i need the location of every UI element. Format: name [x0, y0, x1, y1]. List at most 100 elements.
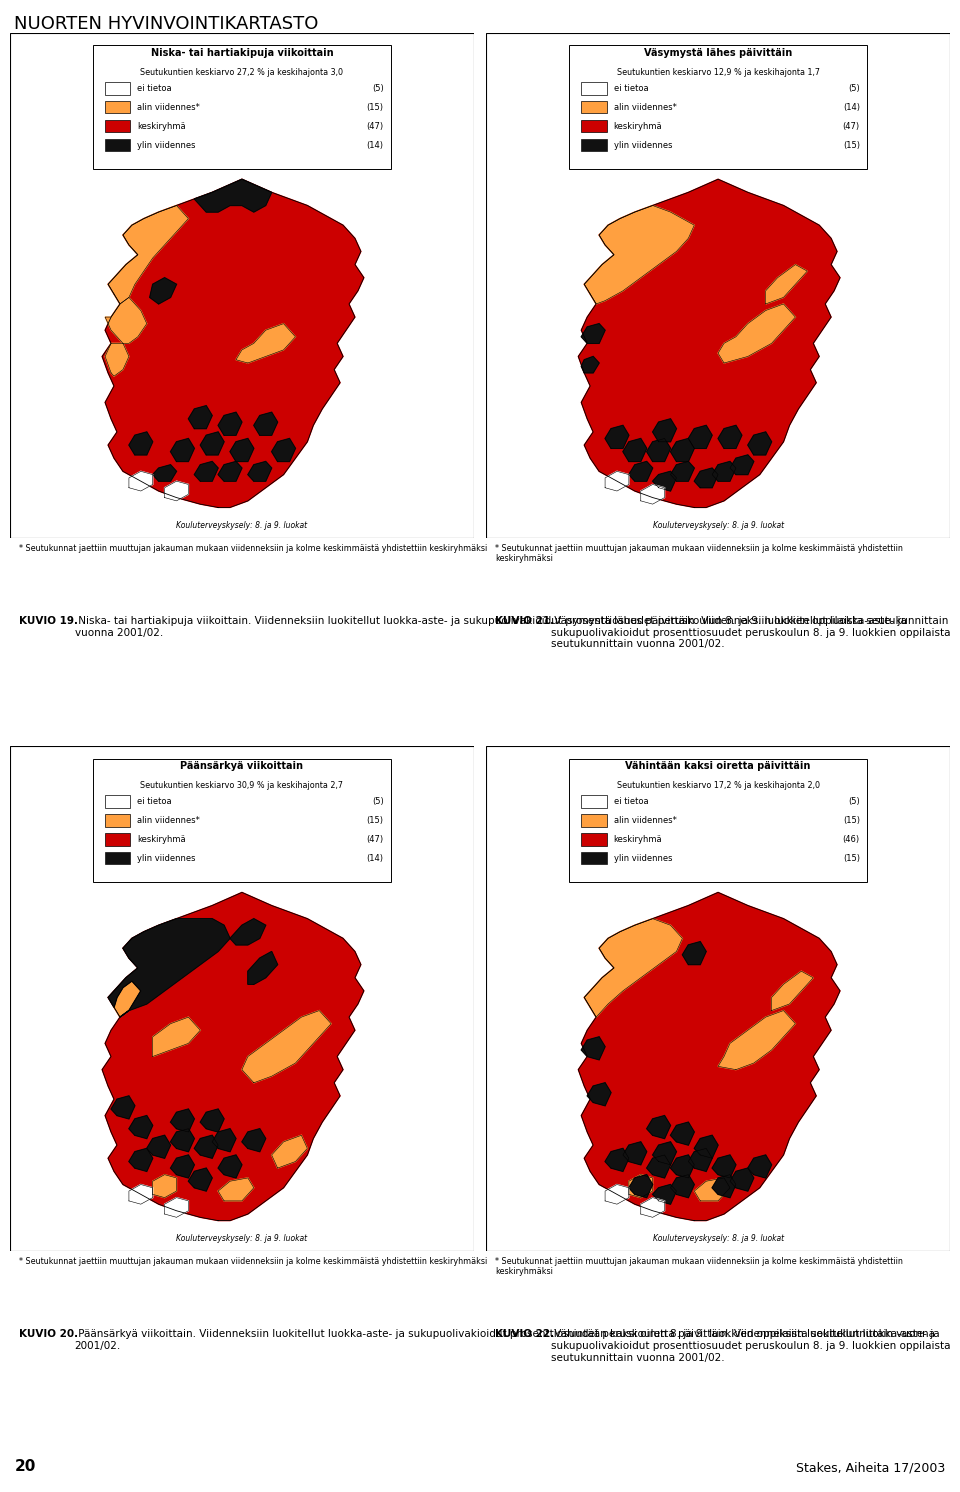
Bar: [581, 82, 607, 94]
Text: Päänsärkyä viikoittain: Päänsärkyä viikoittain: [180, 761, 303, 771]
Polygon shape: [582, 1037, 605, 1059]
Polygon shape: [194, 461, 218, 480]
Polygon shape: [585, 206, 694, 304]
Text: (47): (47): [367, 836, 384, 844]
Polygon shape: [647, 1116, 670, 1138]
Polygon shape: [694, 468, 718, 488]
Polygon shape: [147, 1135, 171, 1158]
Polygon shape: [129, 1116, 153, 1138]
Text: Seutukuntien keskiarvo 27,2 % ja keskihajonta 3,0: Seutukuntien keskiarvo 27,2 % ja keskiha…: [140, 69, 344, 78]
Bar: [569, 758, 867, 882]
Polygon shape: [236, 324, 296, 363]
Polygon shape: [171, 1155, 194, 1179]
Text: NUORTEN HYVINVOINTIKARTASTO: NUORTEN HYVINVOINTIKARTASTO: [14, 15, 319, 33]
Text: (47): (47): [843, 122, 860, 131]
Text: * Seutukunnat jaettiin muuttujan jakauman mukaan viidenneksiin ja kolme keskimmä: * Seutukunnat jaettiin muuttujan jakauma…: [495, 543, 903, 562]
Polygon shape: [718, 304, 796, 363]
Polygon shape: [218, 412, 242, 436]
Bar: [93, 758, 391, 882]
Polygon shape: [605, 425, 629, 449]
Text: ylin viidennes: ylin viidennes: [613, 853, 672, 862]
Text: (5): (5): [848, 84, 860, 93]
Polygon shape: [718, 1010, 796, 1070]
Text: ei tietoa: ei tietoa: [137, 797, 172, 806]
Text: alin viidennes*: alin viidennes*: [613, 103, 677, 112]
Polygon shape: [164, 1198, 188, 1217]
Text: Vähintään kaksi oiretta päivittäin. Viidenneksiin luokitellut luokka-aste- ja su: Vähintään kaksi oiretta päivittäin. Viid…: [551, 1329, 950, 1362]
Polygon shape: [670, 1174, 694, 1198]
Polygon shape: [688, 1149, 712, 1171]
Polygon shape: [647, 1155, 670, 1179]
Bar: [105, 833, 131, 846]
Polygon shape: [653, 1141, 677, 1165]
Text: alin viidennes*: alin viidennes*: [137, 103, 201, 112]
Polygon shape: [748, 433, 772, 455]
Bar: [93, 45, 391, 169]
Polygon shape: [242, 1010, 331, 1083]
Polygon shape: [188, 1168, 212, 1191]
Text: ei tietoa: ei tietoa: [613, 797, 648, 806]
Polygon shape: [712, 1155, 736, 1179]
Polygon shape: [670, 1155, 694, 1179]
Text: (47): (47): [367, 122, 384, 131]
Text: ylin viidennes: ylin viidennes: [137, 853, 196, 862]
Bar: [105, 119, 131, 133]
Polygon shape: [670, 439, 694, 461]
Text: ei tietoa: ei tietoa: [137, 84, 172, 93]
Polygon shape: [653, 471, 677, 491]
Text: Päänsärkyä viikoittain. Viidenneksiin luokitellut luokka-aste- ja sukupuolivakio: Päänsärkyä viikoittain. Viidenneksiin lu…: [75, 1329, 935, 1352]
Bar: [581, 815, 607, 827]
Polygon shape: [623, 1141, 647, 1165]
Text: (5): (5): [372, 84, 384, 93]
Text: Niska- tai hartiakipuja viikoittain. Viidenneksiin luokitellut luokka-aste- ja s: Niska- tai hartiakipuja viikoittain. Vii…: [75, 616, 948, 639]
Text: * Seutukunnat jaettiin muuttujan jakauman mukaan viidenneksiin ja kolme keskimmä: * Seutukunnat jaettiin muuttujan jakauma…: [495, 1256, 903, 1276]
Polygon shape: [108, 919, 230, 1018]
Bar: [581, 833, 607, 846]
Bar: [105, 795, 131, 807]
Text: ylin viidennes: ylin viidennes: [137, 140, 196, 149]
Text: keskiryhmä: keskiryhmä: [613, 122, 662, 131]
Text: ylin viidennes: ylin viidennes: [613, 140, 672, 149]
Polygon shape: [623, 439, 647, 461]
Text: (14): (14): [843, 103, 860, 112]
Polygon shape: [748, 1155, 772, 1179]
Polygon shape: [194, 1135, 218, 1158]
Polygon shape: [683, 941, 707, 965]
Polygon shape: [212, 1129, 236, 1152]
Polygon shape: [230, 439, 253, 461]
Polygon shape: [171, 439, 194, 461]
Polygon shape: [718, 425, 742, 449]
Text: (14): (14): [367, 140, 384, 149]
Polygon shape: [129, 1185, 153, 1204]
Polygon shape: [218, 1155, 242, 1179]
Text: ei tietoa: ei tietoa: [613, 84, 648, 93]
Polygon shape: [129, 1149, 153, 1171]
Text: keskiryhmä: keskiryhmä: [613, 836, 662, 844]
Polygon shape: [129, 471, 153, 491]
Polygon shape: [640, 1198, 664, 1217]
Text: (15): (15): [843, 140, 860, 149]
Bar: [581, 119, 607, 133]
Text: Seutukuntien keskiarvo 30,9 % ja keskihajonta 2,7: Seutukuntien keskiarvo 30,9 % ja keskiha…: [140, 782, 344, 791]
Text: Kouluterveyskysely: 8. ja 9. luokat: Kouluterveyskysely: 8. ja 9. luokat: [653, 521, 783, 530]
Text: (5): (5): [848, 797, 860, 806]
Polygon shape: [153, 1018, 201, 1056]
Polygon shape: [218, 461, 242, 480]
Polygon shape: [153, 466, 177, 480]
Polygon shape: [114, 982, 141, 1018]
Bar: [569, 45, 867, 169]
Polygon shape: [111, 1097, 134, 1119]
Bar: [581, 139, 607, 151]
Polygon shape: [629, 1174, 653, 1198]
Text: Väsymystä lähes päivittäin: Väsymystä lähes päivittäin: [644, 48, 792, 58]
Bar: [105, 139, 131, 151]
Polygon shape: [578, 892, 840, 1220]
Polygon shape: [605, 471, 629, 491]
Polygon shape: [670, 461, 694, 480]
Text: Seutukuntien keskiarvo 12,9 % ja keskihajonta 1,7: Seutukuntien keskiarvo 12,9 % ja keskiha…: [616, 69, 820, 78]
Polygon shape: [772, 971, 813, 1010]
Polygon shape: [150, 278, 177, 304]
Polygon shape: [588, 1083, 611, 1106]
Polygon shape: [730, 455, 754, 474]
Polygon shape: [248, 461, 272, 480]
